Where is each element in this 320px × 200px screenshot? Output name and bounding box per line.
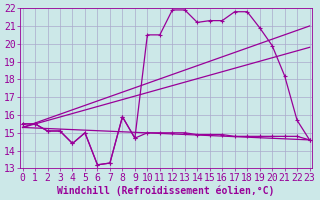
X-axis label: Windchill (Refroidissement éolien,°C): Windchill (Refroidissement éolien,°C) bbox=[57, 185, 275, 196]
